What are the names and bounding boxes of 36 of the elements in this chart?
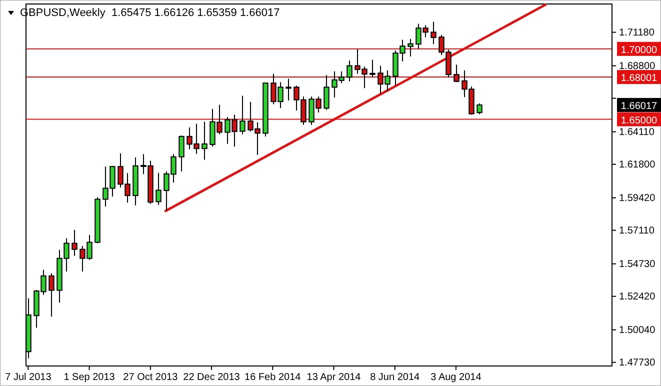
candlestick	[202, 121, 208, 160]
x-tick-label: 13 Apr 2014	[306, 372, 362, 384]
x-tick-label: 16 Feb 2014	[244, 372, 302, 384]
y-tick-label: 1.47730	[619, 358, 656, 369]
y-tick-label: 1.59420	[619, 193, 656, 204]
candlestick	[240, 95, 246, 135]
candlestick	[72, 229, 78, 256]
x-tick-label: 1 Sep 2013	[64, 372, 116, 384]
x-tick-label: 22 Dec 2013	[183, 372, 240, 384]
y-tick-label: 1.57110	[619, 226, 655, 237]
candlestick	[156, 172, 162, 206]
candlestick	[454, 64, 460, 83]
y-tick-label: 1.54730	[619, 259, 656, 270]
candlestick	[178, 134, 184, 172]
x-tick-label: 8 Jun 2014	[370, 372, 420, 384]
candlestick	[324, 74, 330, 110]
ref-line-label: 1.65000	[620, 115, 658, 126]
candlestick	[346, 60, 352, 82]
y-tick-label: 1.71180	[619, 27, 655, 38]
candlestick	[476, 102, 482, 115]
x-tick-label: 3 Aug 2014	[430, 372, 482, 384]
y-tick-label: 1.61800	[619, 160, 656, 171]
x-tick-label: 7 Jul 2013	[5, 372, 52, 384]
y-tick-label: 1.50040	[619, 325, 656, 336]
x-tick-label: 27 Oct 2013	[123, 372, 178, 384]
candlestick	[286, 78, 292, 102]
text: 1.66017	[620, 100, 658, 112]
candlestick	[48, 272, 54, 318]
y-tick-label: 1.68800	[619, 60, 656, 72]
candlestick	[408, 38, 414, 57]
candlestick	[430, 21, 436, 45]
ref-line-label: 1.70000	[620, 44, 658, 56]
y-tick-label: 1.64110	[619, 127, 655, 138]
candlestick	[370, 59, 376, 78]
y-tick-label: 1.52420	[619, 292, 656, 303]
ref-line-label: 1.68001	[620, 73, 658, 84]
